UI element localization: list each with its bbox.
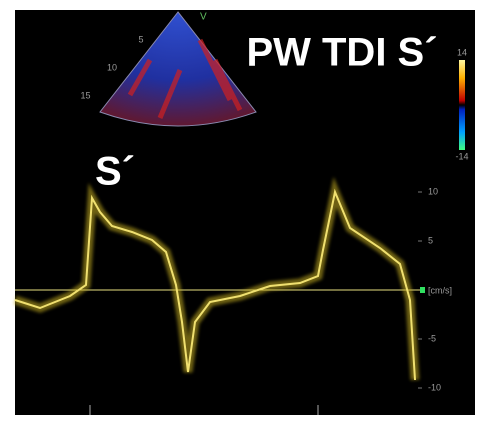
peak-label: S´ [95,150,135,194]
velocity-tick-label: 5 [428,235,433,245]
velocity-tick-label: 10 [428,186,438,196]
depth-label: 15 [80,90,90,100]
velocity-tick-label: -5 [428,333,436,343]
depth-label: 5 [138,34,143,44]
color-scale-min: -14 [455,151,468,161]
color-scale-max: 14 [457,47,467,57]
depth-label: 10 [107,62,117,72]
baseline-marker [420,287,425,293]
sector-marker: V [200,12,207,23]
color-bar [459,60,465,150]
ultrasound-screen: V 5 10 15 PW TDI S´ S´ 14 -14 [cm/s] 10 5 -5… [0,0,490,425]
velocity-tick-label: -10 [428,382,441,392]
title: PW TDI S´ [246,31,437,75]
velocity-unit: [cm/s] [428,285,452,295]
